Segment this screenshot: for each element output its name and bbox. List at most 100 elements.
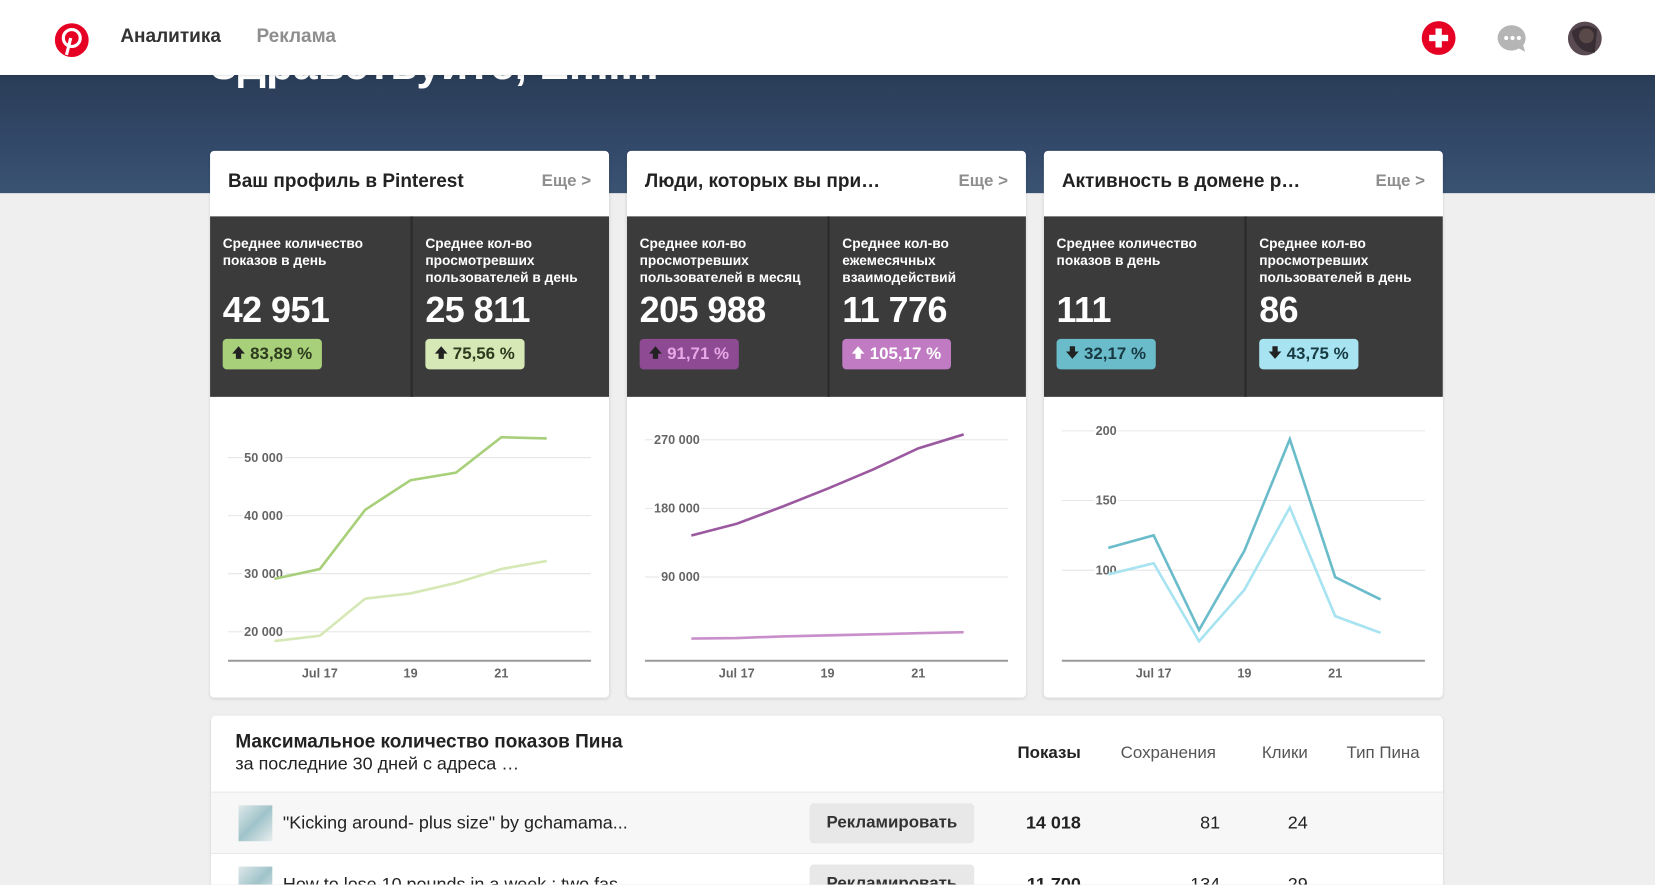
col-header[interactable]: Клики bbox=[1261, 744, 1308, 763]
top-bar: Аналитика Реклама bbox=[0, 0, 1655, 75]
change-badge: 32,17 % bbox=[1056, 338, 1156, 370]
trend-arrow bbox=[232, 346, 245, 359]
x-tick-label: Jul 17 bbox=[302, 667, 338, 681]
series-line bbox=[691, 433, 965, 537]
more-link[interactable]: Еще > bbox=[1375, 172, 1425, 190]
series-line bbox=[691, 630, 964, 640]
x-tick-label: Jul 17 bbox=[1136, 667, 1172, 681]
stat-value: 42 951 bbox=[222, 290, 330, 331]
analytics-card: Ваш профиль в Pinterest Еще > Среднее коли… bbox=[210, 150, 610, 698]
add-button[interactable] bbox=[1421, 20, 1457, 56]
table-row: "Kicking around- plus size" by gchamama.… bbox=[211, 791, 1443, 854]
table-cell: 29 bbox=[1287, 873, 1308, 885]
arrow bbox=[232, 346, 245, 359]
stat-label: Среднее кол-во ежемесячных взаимодействи… bbox=[842, 235, 957, 285]
change-text: 83,89 % bbox=[250, 345, 313, 364]
col-header[interactable]: Тип Пина bbox=[1346, 744, 1420, 763]
table-cell: 11 700 bbox=[1026, 873, 1081, 885]
y-tick-label: 20 000 bbox=[244, 625, 283, 639]
change-badge: 105,17 % bbox=[842, 338, 951, 370]
trend-arrow bbox=[851, 346, 865, 359]
y-tick-label: 40 000 bbox=[244, 509, 283, 523]
stat-value: 205 988 bbox=[639, 290, 767, 331]
stat-label: Среднее кол-во просмотревших пользовател… bbox=[639, 235, 801, 285]
more-link[interactable]: Еще > bbox=[541, 172, 592, 190]
arrow bbox=[1268, 346, 1282, 359]
promote-button[interactable]: Рекламировать bbox=[809, 864, 975, 885]
trend-arrow bbox=[649, 346, 662, 359]
line-chart: 20 000 30 000 40 000 50 000 Jul 17 19 21 bbox=[227, 435, 592, 681]
change-text: 105,17 % bbox=[869, 345, 942, 364]
x-tick-label: 19 bbox=[1237, 667, 1251, 681]
series-line bbox=[1107, 504, 1382, 644]
y-tick-label: 100 bbox=[1096, 563, 1117, 577]
change-text: 43,75 % bbox=[1286, 345, 1349, 364]
stat: Среднее кол-во просмотревших пользовател… bbox=[1244, 216, 1442, 397]
card-title: Ваш профиль в Pinterest bbox=[227, 169, 464, 192]
x-tick-label: 21 bbox=[1328, 667, 1342, 681]
line-chart: 100 150 200 Jul 17 19 21 bbox=[1061, 422, 1425, 681]
stat: Среднее кол-во просмотревших пользовател… bbox=[410, 216, 609, 397]
x-tick-label: Jul 17 bbox=[719, 667, 755, 681]
y-tick-label: 150 bbox=[1096, 494, 1117, 508]
change-badge: 83,89 % bbox=[222, 338, 322, 370]
stat-label: Среднее количество показов в день bbox=[1056, 235, 1197, 269]
avatar[interactable] bbox=[1567, 21, 1602, 56]
col-header[interactable]: Сохранения bbox=[1120, 744, 1216, 763]
nav-ads[interactable]: Реклама bbox=[256, 25, 337, 47]
stats-panel: Среднее кол-во просмотревших пользовател… bbox=[626, 216, 1026, 397]
stats-panel: Среднее количество показов в день 42 951 8… bbox=[210, 216, 610, 397]
card-title: Активность в домене р… bbox=[1061, 169, 1301, 192]
table-subtitle: за последние 30 дней с адреса … bbox=[235, 753, 520, 774]
series-line bbox=[274, 435, 547, 581]
stat-value: 111 bbox=[1056, 290, 1112, 331]
y-tick-label: 30 000 bbox=[244, 567, 283, 581]
logo[interactable] bbox=[54, 22, 90, 58]
series-line bbox=[1107, 435, 1382, 633]
x-tick-label: 21 bbox=[911, 667, 925, 681]
stat: Среднее количество показов в день 42 951 8… bbox=[210, 216, 408, 396]
pin-name[interactable]: "Kicking around- plus size" by gchamama.… bbox=[282, 812, 628, 833]
nav-analytics[interactable]: Аналитика bbox=[120, 25, 221, 47]
change-text: 91,71 % bbox=[667, 345, 730, 364]
change-text: 75,56 % bbox=[452, 345, 515, 364]
col-header[interactable]: Показы bbox=[1017, 744, 1081, 763]
pin-name[interactable]: How to lose 10 pounds in a week : two fa… bbox=[282, 873, 633, 885]
table-cell: 81 bbox=[1200, 812, 1221, 833]
x-tick-label: 21 bbox=[494, 667, 508, 681]
trend-arrow bbox=[434, 346, 448, 359]
stat-value: 86 bbox=[1259, 290, 1299, 331]
stat-label: Среднее количество показов в день bbox=[222, 235, 363, 269]
trend-arrow bbox=[1066, 346, 1079, 359]
y-tick-label: 180 000 bbox=[654, 502, 700, 516]
analytics-card: Люди, которых вы при… Еще > Среднее кол-во… bbox=[626, 150, 1026, 698]
more-link[interactable]: Еще > bbox=[958, 172, 1009, 190]
stats-panel: Среднее количество показов в день 111 32,1… bbox=[1043, 216, 1443, 397]
stat-label: Среднее кол-во просмотревших пользовател… bbox=[425, 235, 578, 285]
stat: Среднее кол-во просмотревших пользовател… bbox=[627, 216, 825, 396]
pin-thumbnail bbox=[238, 805, 273, 842]
card-title: Люди, которых вы при… bbox=[644, 169, 881, 192]
y-tick-label: 90 000 bbox=[661, 570, 700, 584]
messages[interactable] bbox=[1497, 23, 1529, 55]
top-pins-table: Максимальное количество показов Пина за … bbox=[211, 715, 1443, 885]
x-tick-label: 19 bbox=[820, 667, 834, 681]
arrow bbox=[1066, 346, 1079, 359]
analytics-card: Активность в домене р… Еще > Среднее колич… bbox=[1043, 150, 1443, 698]
table-cell: 14 018 bbox=[1025, 812, 1081, 833]
y-tick-label: 200 bbox=[1096, 424, 1117, 438]
table-cell: 24 bbox=[1287, 812, 1308, 833]
change-badge: 75,56 % bbox=[425, 338, 525, 370]
stat: Среднее кол-во ежемесячных взаимодействи… bbox=[827, 216, 1026, 397]
arrow bbox=[851, 346, 865, 359]
y-tick-label: 50 000 bbox=[244, 451, 283, 465]
pin-thumbnail bbox=[238, 866, 273, 885]
table-cell: 134 bbox=[1190, 873, 1221, 885]
stat-value: 25 811 bbox=[425, 290, 530, 331]
change-badge: 91,71 % bbox=[639, 338, 739, 370]
stat-label: Среднее кол-во просмотревших пользовател… bbox=[1259, 235, 1412, 285]
trend-arrow bbox=[1268, 346, 1282, 359]
promote-button[interactable]: Рекламировать bbox=[809, 803, 975, 844]
